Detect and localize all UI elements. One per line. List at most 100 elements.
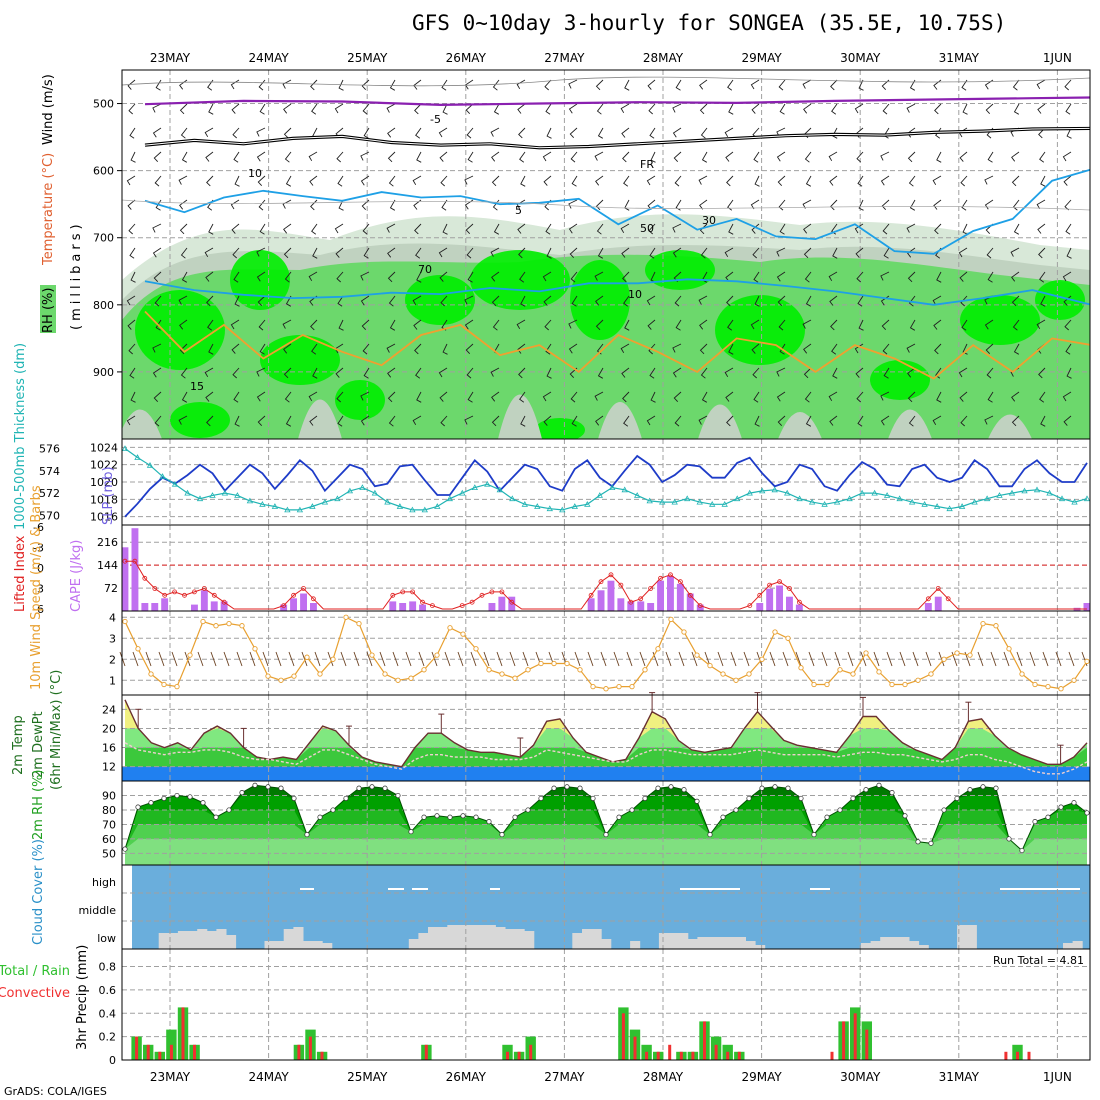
cape-tick-72: 72 [104,582,118,595]
cloud-low-bar-88 [966,925,977,949]
wind-barb-403 [984,319,994,330]
wind-speed-point-7 [213,623,219,629]
wind-barb-79 [256,127,266,137]
wind-barb-426 [620,343,630,354]
rh2m-point-42 [668,784,674,790]
wind-barb-343 [388,295,396,307]
wind-barb-370 [127,319,136,330]
rh2m-point-43 [681,787,687,793]
wind-barb-189 [230,199,240,210]
surface-barb-17 [340,651,347,667]
wind-barb-244 [699,223,708,235]
lifted-index-point-7 [191,589,197,595]
rh2m-point-38 [616,814,622,820]
cloud-low-bar-19 [303,941,314,949]
thickness-point-13 [284,506,291,513]
wind-barb-346 [464,295,474,305]
precip-conv-bar-53 [737,1051,741,1060]
surface-barb-5 [184,651,191,667]
wind-barb-373 [207,319,214,331]
wind-barb-394 [750,319,760,330]
precip-frame [121,948,1091,1061]
lifted-index-point-30 [420,599,425,605]
wind-barb-31 [933,79,942,90]
wind-barb-326 [907,271,916,283]
lifted-index-point-27 [390,592,396,598]
wind-barb-419 [442,343,448,355]
surface-barb-38 [613,651,620,667]
precip-tick-0: 0 [109,1054,116,1067]
wind-barb-264 [256,247,266,257]
wind-speed-point-46 [720,671,726,677]
lifted-index-point-54 [658,575,663,581]
wind-barb-278 [621,247,630,258]
wind-barb-296 [130,271,136,283]
wind-barb-175 [829,175,838,186]
wind-barb-243 [672,223,682,233]
cloud-level-low: low [97,932,116,945]
date-label-bottom-6: 29MAY [741,1070,782,1084]
rh-dry-notch-1 [298,399,342,439]
wind-barb-20 [647,79,656,90]
thickness-point-5 [184,489,191,496]
wind-barb-42 [259,103,266,115]
wind-barb-121 [387,151,396,163]
cloud-low-bar-40 [505,929,516,949]
precip-tick-0.8: 0.8 [99,961,117,974]
wind-barb-436 [882,343,890,355]
cape-bar-56 [676,583,684,611]
wind-speed-point-50 [772,629,778,635]
wind-barb-69 [962,103,968,115]
cloud-level-middle: middle [78,904,116,917]
wind-barb-65 [854,103,864,114]
wind-barb-150 [178,175,188,185]
wind-barb-276 [569,247,578,259]
rh2m-point-18 [356,785,362,791]
wind-barb-496 [519,391,526,403]
wind-barb-13 [464,79,474,90]
rh-legend-label: RH (%) [41,288,56,333]
wind-barb-15 [516,79,526,90]
wind-barb-48 [414,103,422,115]
rh-blob-3 [335,380,385,420]
wind-speed-point-0 [122,618,128,625]
wind-barb-540 [698,415,708,425]
thickness-point-57 [833,498,841,505]
cape-bar-3 [151,603,159,611]
wind-barb-24 [750,79,760,90]
wind-barb-18 [595,79,604,91]
cloud-low-bar-57 [668,933,679,949]
wind-barb-387 [568,319,578,329]
wind-barb-306 [387,271,396,283]
wind-barb-505 [753,391,760,403]
wind-barb-392 [699,319,708,330]
wind-barb-176 [857,175,864,187]
lifted-index-point-29 [410,589,416,595]
slp-legend-label: SLP (mb) [101,466,116,525]
wind-barb-27 [830,79,838,91]
cloud-low-bar-36 [466,925,477,949]
wind-barb-136 [776,151,786,162]
rh-blob-12 [170,402,230,438]
wind-barb-429 [699,343,708,355]
wind-barb-390 [647,319,656,330]
wind-barb-384 [492,319,500,331]
rh-legend-swatch [40,285,56,333]
wind-barb-549 [932,415,942,426]
wind-speed-point-60 [902,681,908,688]
date-label-bottom-0: 23MAY [150,1070,191,1084]
contour-label-3: 10 [628,288,642,301]
cape-bar-7 [191,604,198,611]
surface-barb-51 [782,651,789,667]
lifted-index-point-48 [598,579,604,585]
wind-barb-536 [595,415,604,426]
rh2m-point-11 [265,784,271,790]
wind-barb-44 [311,103,318,115]
cape-bar-64 [756,603,764,611]
wind-barb-58 [672,103,682,113]
lifted-index-point-49 [608,572,614,578]
rh2m-point-59 [889,790,895,796]
wind-barb-187 [179,199,188,210]
surface-barb-68 [1003,651,1010,667]
wind-barb-254 [962,223,968,235]
